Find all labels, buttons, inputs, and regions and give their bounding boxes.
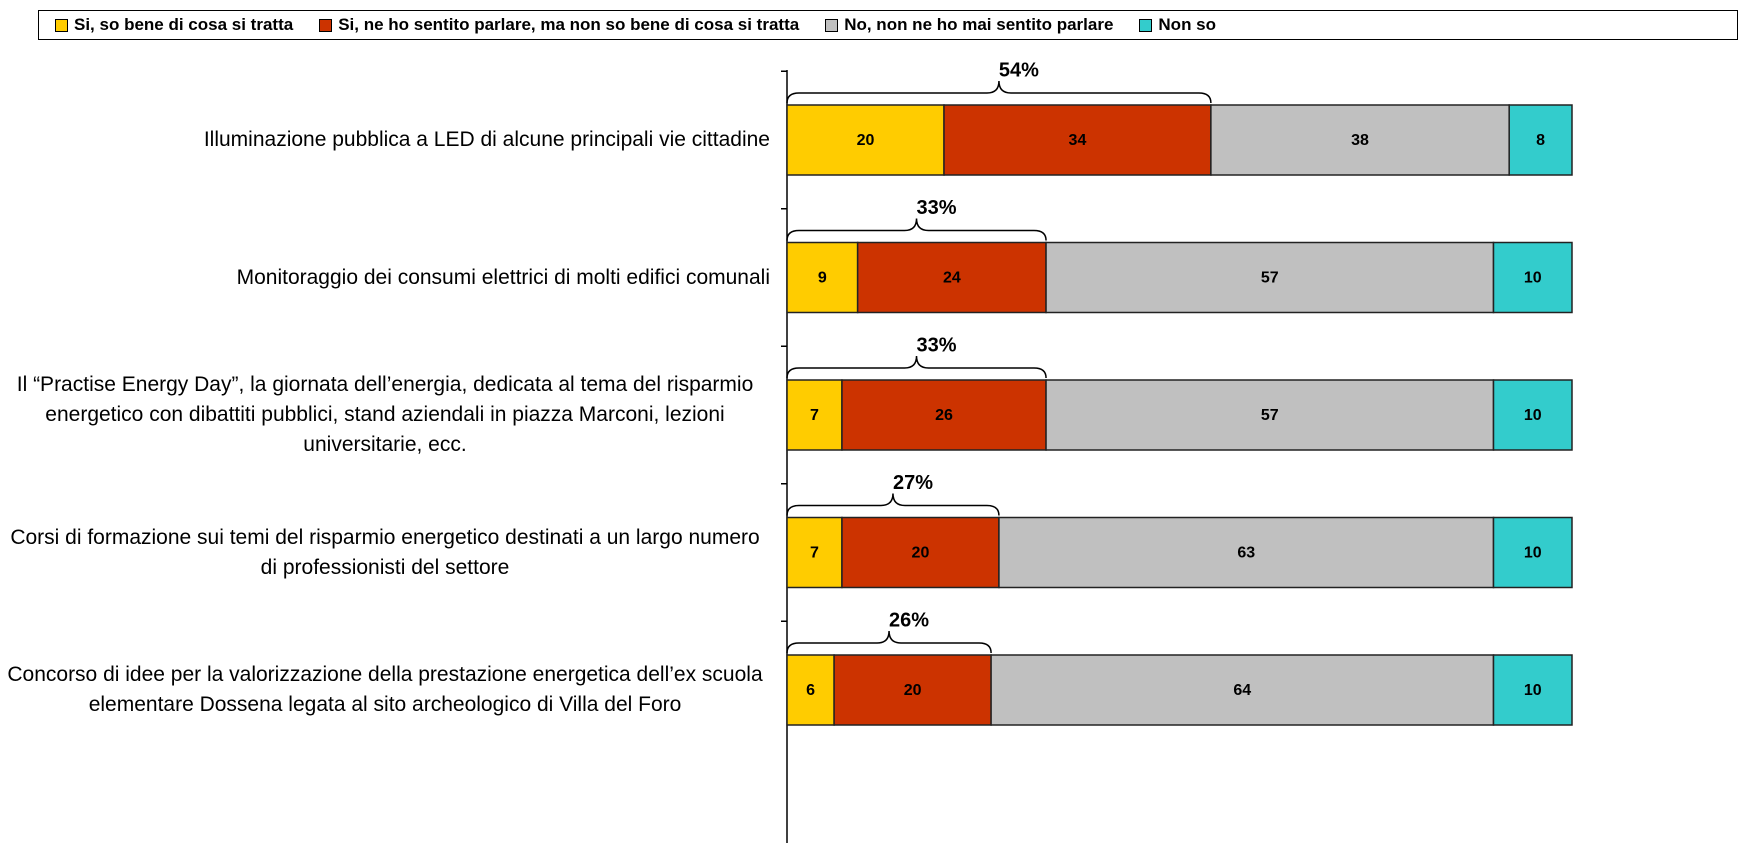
- category-label: Concorso di idee per la valorizzazione d…: [0, 660, 770, 720]
- legend-label: No, non ne ho mai sentito parlare: [844, 15, 1114, 34]
- value-label: 6: [806, 682, 815, 699]
- legend-label: Si, ne ho sentito parlare, ma non so ben…: [338, 15, 800, 34]
- bracket-label: 26%: [889, 609, 929, 631]
- bar-segment: [841, 516, 1000, 589]
- bracket-label: 54%: [999, 59, 1039, 81]
- value-label: 57: [1261, 270, 1279, 287]
- bar-segment: [1492, 516, 1573, 589]
- bar-segment: [786, 104, 945, 176]
- value-label: 10: [1524, 682, 1542, 699]
- bar-segment: [1045, 241, 1495, 314]
- bracket-label: 33%: [917, 334, 957, 356]
- value-label: 10: [1524, 545, 1542, 562]
- value-label: 10: [1524, 270, 1542, 287]
- legend-item: Si, so bene di cosa si tratta: [55, 15, 293, 35]
- bar-segment: [1492, 241, 1573, 314]
- legend-item: No, non ne ho mai sentito parlare: [825, 15, 1113, 35]
- legend-swatch: [825, 18, 839, 32]
- bracket: [786, 80, 1212, 104]
- category-text: Corsi di formazione sui temi del risparm…: [10, 525, 760, 579]
- value-label: 7: [810, 545, 819, 562]
- value-label: 24: [943, 270, 961, 287]
- legend-label: Si, so bene di cosa si tratta: [74, 15, 294, 34]
- value-label: 38: [1351, 132, 1369, 149]
- category-text: Concorso di idee per la valorizzazione d…: [7, 663, 763, 716]
- legend-item: Si, ne ho sentito parlare, ma non so ben…: [319, 15, 799, 35]
- value-label: 34: [1069, 132, 1087, 149]
- bar-segment: [786, 241, 859, 314]
- value-label: 20: [912, 545, 930, 562]
- value-label: 10: [1524, 407, 1542, 424]
- legend-swatch: [1139, 18, 1153, 32]
- legend-swatch: [55, 18, 68, 32]
- value-label: 57: [1261, 407, 1279, 424]
- value-label: 8: [1536, 132, 1545, 149]
- bar-segment: [1045, 379, 1495, 451]
- category-text: Illuminazione pubblica a LED di alcune p…: [203, 128, 770, 151]
- value-label: 20: [857, 132, 875, 149]
- bar-segment: [1508, 104, 1573, 176]
- legend: Si, so bene di cosa si tratta Si, ne ho s…: [38, 10, 1738, 40]
- category-label: Illuminazione pubblica a LED di alcune p…: [0, 125, 770, 155]
- bracket: [786, 493, 1000, 516]
- bar-segment: [998, 516, 1495, 589]
- bracket-label: 27%: [893, 472, 933, 494]
- category-label: Monitoraggio dei consumi elettrici di mo…: [0, 263, 770, 293]
- bar-segment: [990, 654, 1495, 726]
- bar-segment: [786, 379, 843, 451]
- bar-segment: [943, 104, 1212, 176]
- legend-swatch: [319, 18, 333, 32]
- legend-label: Non so: [1158, 15, 1217, 34]
- value-label: 20: [904, 682, 922, 699]
- bar-segment: [1492, 654, 1573, 726]
- bracket: [786, 355, 1047, 379]
- value-label: 64: [1233, 682, 1251, 699]
- value-label: 7: [810, 407, 819, 424]
- bar-segment: [856, 241, 1047, 314]
- category-text: Monitoraggio dei consumi elettrici di mo…: [236, 265, 770, 289]
- bar-segment: [833, 654, 992, 726]
- legend-item: Non so: [1139, 15, 1216, 35]
- bar-segment: [841, 379, 1047, 451]
- value-label: 63: [1237, 545, 1255, 562]
- bracket: [786, 630, 992, 654]
- category-label: Corsi di formazione sui temi del risparm…: [0, 523, 770, 583]
- category-label: Il “Practise Energy Day”, la giornata de…: [0, 370, 770, 460]
- bar-segment: [1210, 104, 1510, 176]
- bar-segment: [786, 654, 835, 726]
- bracket-label: 33%: [917, 197, 957, 219]
- value-label: 9: [818, 270, 827, 287]
- category-text: Il “Practise Energy Day”, la giornata de…: [16, 373, 754, 456]
- bracket: [786, 218, 1047, 241]
- value-label: 26: [935, 407, 953, 424]
- bar-segment: [1492, 379, 1573, 451]
